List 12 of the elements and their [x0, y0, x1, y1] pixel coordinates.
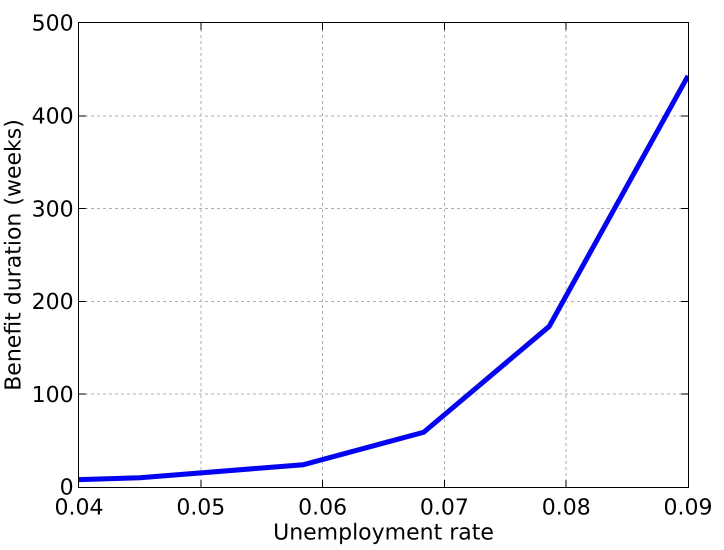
y-tick-label: 300	[32, 197, 74, 222]
x-tick-label: 0.07	[420, 495, 469, 520]
y-axis-title: Benefit duration (weeks)	[1, 119, 26, 391]
y-tick-label: 100	[32, 382, 74, 408]
y-tick-label: 200	[32, 290, 74, 316]
x-axis-title: Unemployment rate	[273, 520, 494, 546]
x-tick-label: 0.06	[298, 495, 348, 520]
y-tick-label: 400	[32, 104, 74, 130]
y-tick-label: 500	[32, 12, 74, 37]
x-tick-label: 0.09	[664, 495, 712, 520]
x-tick-label: 0.08	[542, 495, 591, 520]
x-tick-label: 0.05	[176, 495, 226, 520]
